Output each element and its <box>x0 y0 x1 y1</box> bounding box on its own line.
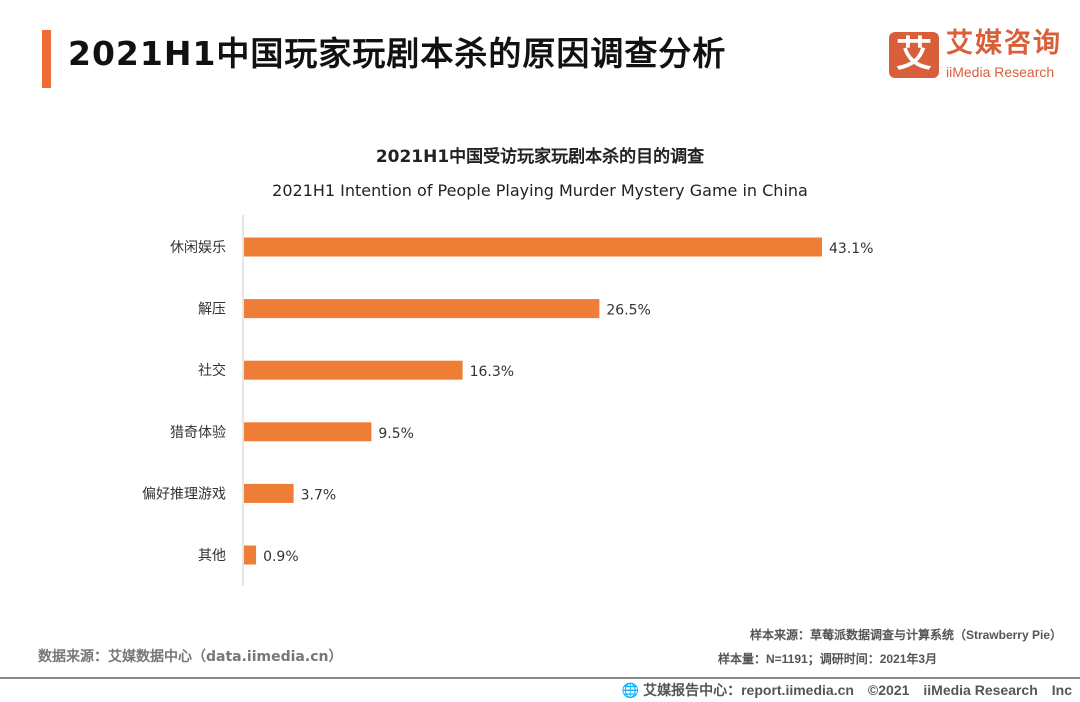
data-label: 3.7% <box>301 487 337 503</box>
data-label: 9.5% <box>378 426 414 442</box>
category-label: 解压 <box>198 302 226 318</box>
bar <box>244 299 600 319</box>
chart-title: 2021H1中国受访玩家玩剧本杀的目的调查 <box>375 147 705 167</box>
data-label: 26.5% <box>606 303 650 319</box>
data-source: 数据来源：艾媒数据中心（data.iimedia.cn） <box>38 649 343 665</box>
data-label: 16.3% <box>470 364 514 380</box>
footer-divider <box>0 677 1080 679</box>
sample-source: 样本来源：草莓派数据调查与计算系统（Strawberry Pie） <box>749 628 1062 642</box>
globe-icon: 🌐 <box>621 682 640 698</box>
data-label: 0.9% <box>263 549 299 565</box>
chart-subtitle: 2021H1 Intention of People Playing Murde… <box>272 181 808 200</box>
bar <box>244 422 372 442</box>
bar <box>244 360 463 380</box>
category-label: 社交 <box>198 362 226 379</box>
category-label: 休闲娱乐 <box>170 240 226 256</box>
logo-name-cn: 艾媒咨询 <box>946 28 1062 59</box>
footer-text: 艾媒报告中心：report.iimedia.cn ©2021 iiMedia R… <box>643 682 1072 698</box>
bar <box>244 237 822 257</box>
sample-size: 样本量：N=1191；调研时间：2021年3月 <box>718 652 938 666</box>
logo-mark: 艾 <box>889 32 939 78</box>
category-label: 偏好推理游戏 <box>142 486 226 502</box>
data-label: 43.1% <box>829 241 873 257</box>
category-label: 猎奇体验 <box>170 424 226 441</box>
logo-name-en: iiMedia Research <box>946 64 1055 80</box>
title-accent-bar <box>42 30 51 88</box>
category-label: 其他 <box>198 548 226 564</box>
page-title: 2021H1中国玩家玩剧本杀的原因调查分析 <box>68 34 727 73</box>
bar <box>244 545 257 565</box>
footer: 🌐 艾媒报告中心：report.iimedia.cn ©2021 iiMedia… <box>622 681 1072 699</box>
bar <box>244 483 294 503</box>
